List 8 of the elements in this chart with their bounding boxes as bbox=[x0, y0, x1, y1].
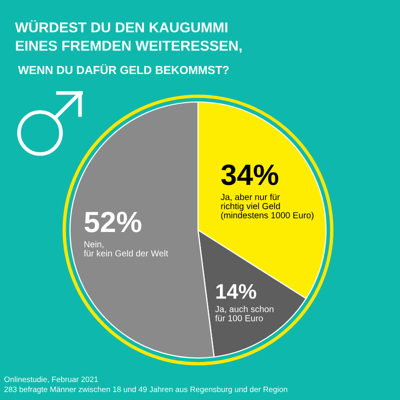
slice-label: Ja, auch schon für 100 Euro bbox=[215, 306, 274, 322]
chart-title: WÜRDEST DU DEN KAUGUMMI EINES FREMDEN WEITERESSEN, bbox=[15, 20, 242, 53]
slice-label: Nein, für kein Geld der Welt bbox=[84, 240, 168, 256]
data-label: 52% bbox=[84, 212, 142, 232]
data-label: 34% bbox=[221, 164, 278, 186]
chart-subtitle: WENN DU DAFÜR GELD BEKOMMST? bbox=[18, 64, 229, 74]
data-label: 14% bbox=[216, 284, 256, 299]
slice-label: Ja, aber nur für richtig viel Geld (mindestens 1000 Euro) bbox=[220, 194, 314, 220]
